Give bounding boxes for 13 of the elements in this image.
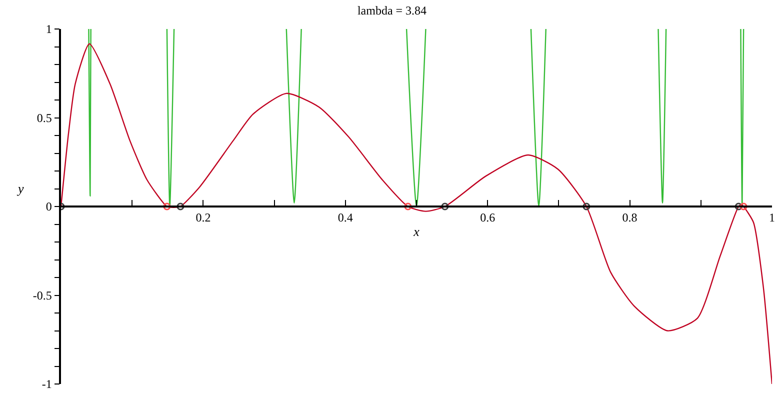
y-tick-label: -0.5 [32,288,52,302]
y-tick-label: 0 [46,200,52,214]
y-axis-title: y [16,181,24,196]
x-tick-label: 0.8 [622,210,638,225]
chart-title: lambda = 3.84 [357,3,427,18]
y-tick-label: 1 [46,22,52,36]
x-tick-label: 0.4 [338,210,353,225]
y-tick-label: 0.5 [36,110,52,125]
x-tick-label: 0.2 [196,210,211,225]
x-axis-title: x [412,224,420,239]
y-tick-label: -1 [42,377,52,392]
x-tick-label: 0.6 [480,210,496,225]
x-tick-label: 1 [769,210,775,225]
